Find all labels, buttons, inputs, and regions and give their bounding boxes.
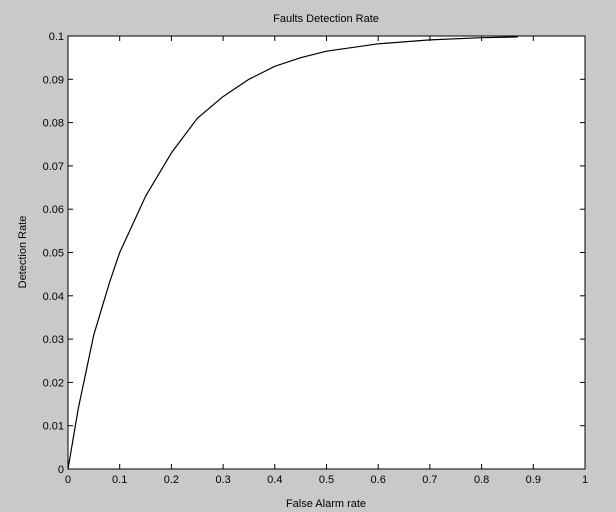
y-tick-label: 0.02 [43,377,64,389]
x-tick-label: 0.9 [526,474,541,486]
y-tick-label: 0.01 [43,421,64,433]
y-tick-label: 0.05 [43,248,64,260]
y-tick-label: 0.08 [43,118,64,130]
y-tick-label: 0.07 [43,161,64,173]
y-tick-label: 0.03 [43,334,64,346]
x-axis-label: False Alarm rate [286,498,366,510]
x-tick-label: 0.2 [164,474,179,486]
x-tick-label: 0.1 [112,474,127,486]
x-tick-label: 0.6 [371,474,386,486]
y-tick-label: 0 [58,464,64,476]
plot-area [67,35,586,470]
x-tick-label: 0.5 [319,474,334,486]
y-axis-ticks: 0 0.01 0.02 0.03 0.04 0.05 0.06 0.07 0.08 0.09 0.1 [43,31,585,476]
series-layer [67,36,518,470]
series-line [67,36,518,470]
x-tick-label: 0.3 [215,474,230,486]
x-tick-label: 0 [65,474,71,486]
y-axis-label: Detection Rate [17,216,29,289]
x-tick-label: 0.4 [267,474,282,486]
y-tick-label: 0.1 [49,31,64,43]
chart-title: Faults Detection Rate [273,13,379,25]
x-tick-label: 1 [582,474,588,486]
x-tick-label: 0.8 [474,474,489,486]
x-axis-ticks: 0 0.1 0.2 0.3 0.4 0.5 0.6 0.7 0.8 0.9 1 [65,36,588,486]
y-tick-label: 0.06 [43,204,64,216]
x-tick-label: 0.7 [422,474,437,486]
y-tick-label: 0.09 [43,74,64,86]
y-tick-label: 0.04 [43,291,64,303]
